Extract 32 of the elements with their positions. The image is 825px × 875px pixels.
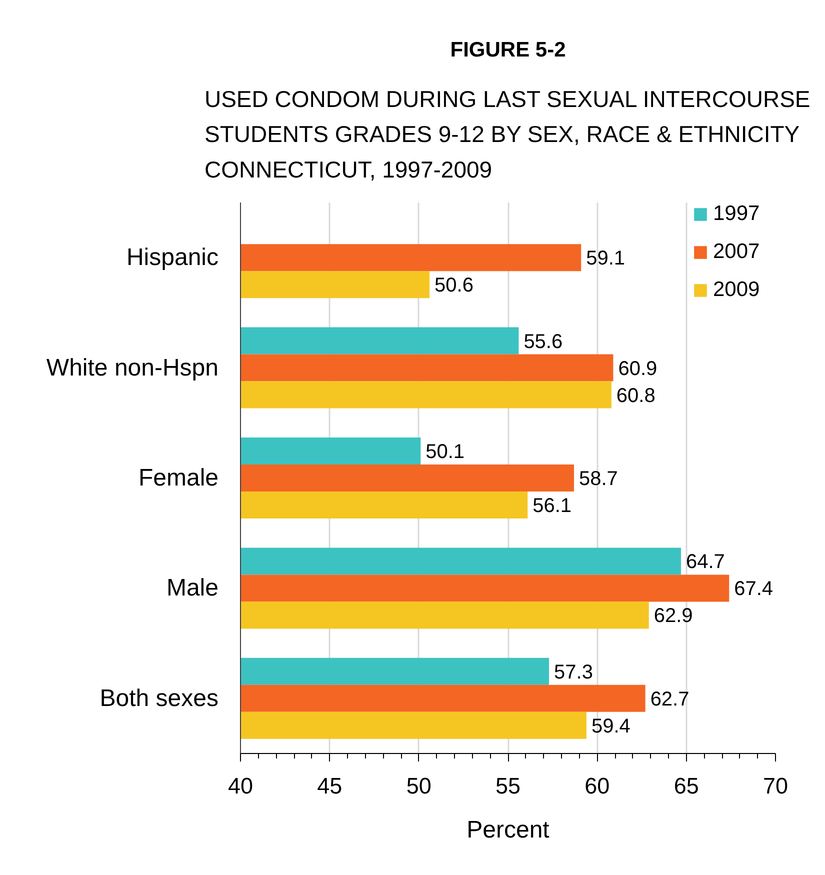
y-tick-label: Male — [166, 574, 219, 602]
x-tick-label: 60 — [584, 774, 610, 798]
y-tick-label: Both sexes — [100, 684, 218, 712]
data-label: 64.7 — [686, 551, 725, 574]
y-tick-label: White non-Hspn — [46, 354, 218, 382]
data-label: 59.1 — [586, 248, 626, 270]
data-label: 50.6 — [434, 274, 474, 297]
x-tick-label: 45 — [317, 774, 342, 798]
data-label: 62.7 — [650, 688, 690, 710]
data-label: 58.7 — [578, 468, 618, 490]
data-label: 60.8 — [616, 384, 656, 407]
data-label: 59.4 — [591, 715, 630, 738]
x-tick-label: 40 — [228, 774, 254, 798]
data-label: 55.6 — [524, 330, 563, 353]
data-label: 67.4 — [734, 578, 774, 600]
data-label: 56.1 — [532, 495, 572, 517]
x-tick-label: 65 — [674, 774, 699, 798]
x-axis-title: Percent — [466, 816, 550, 844]
chart-title: FIGURE 5-2 — [450, 38, 566, 62]
legend-label: 1997 — [713, 202, 761, 226]
data-label: 57.3 — [554, 661, 593, 684]
data-label: 50.1 — [426, 441, 465, 463]
data-label: 62.9 — [654, 605, 693, 628]
x-tick-label: 70 — [762, 774, 788, 798]
y-tick-label: Female — [138, 464, 219, 492]
data-label: 60.9 — [618, 358, 658, 380]
y-tick-label: Hispanic — [126, 244, 219, 272]
legend-label: 2009 — [713, 278, 761, 302]
x-tick-label: 50 — [406, 774, 432, 798]
legend-label: 2007 — [713, 240, 761, 264]
chart-subtitle: USED CONDOM DURING LAST SEXUAL INTERCOURSE STUDENTS GRADES 9-12 BY SEX, RACE & ETHNICITY CONNECTICUT, 1997-2009 — [204, 86, 810, 182]
x-tick-label: 55 — [495, 774, 521, 798]
